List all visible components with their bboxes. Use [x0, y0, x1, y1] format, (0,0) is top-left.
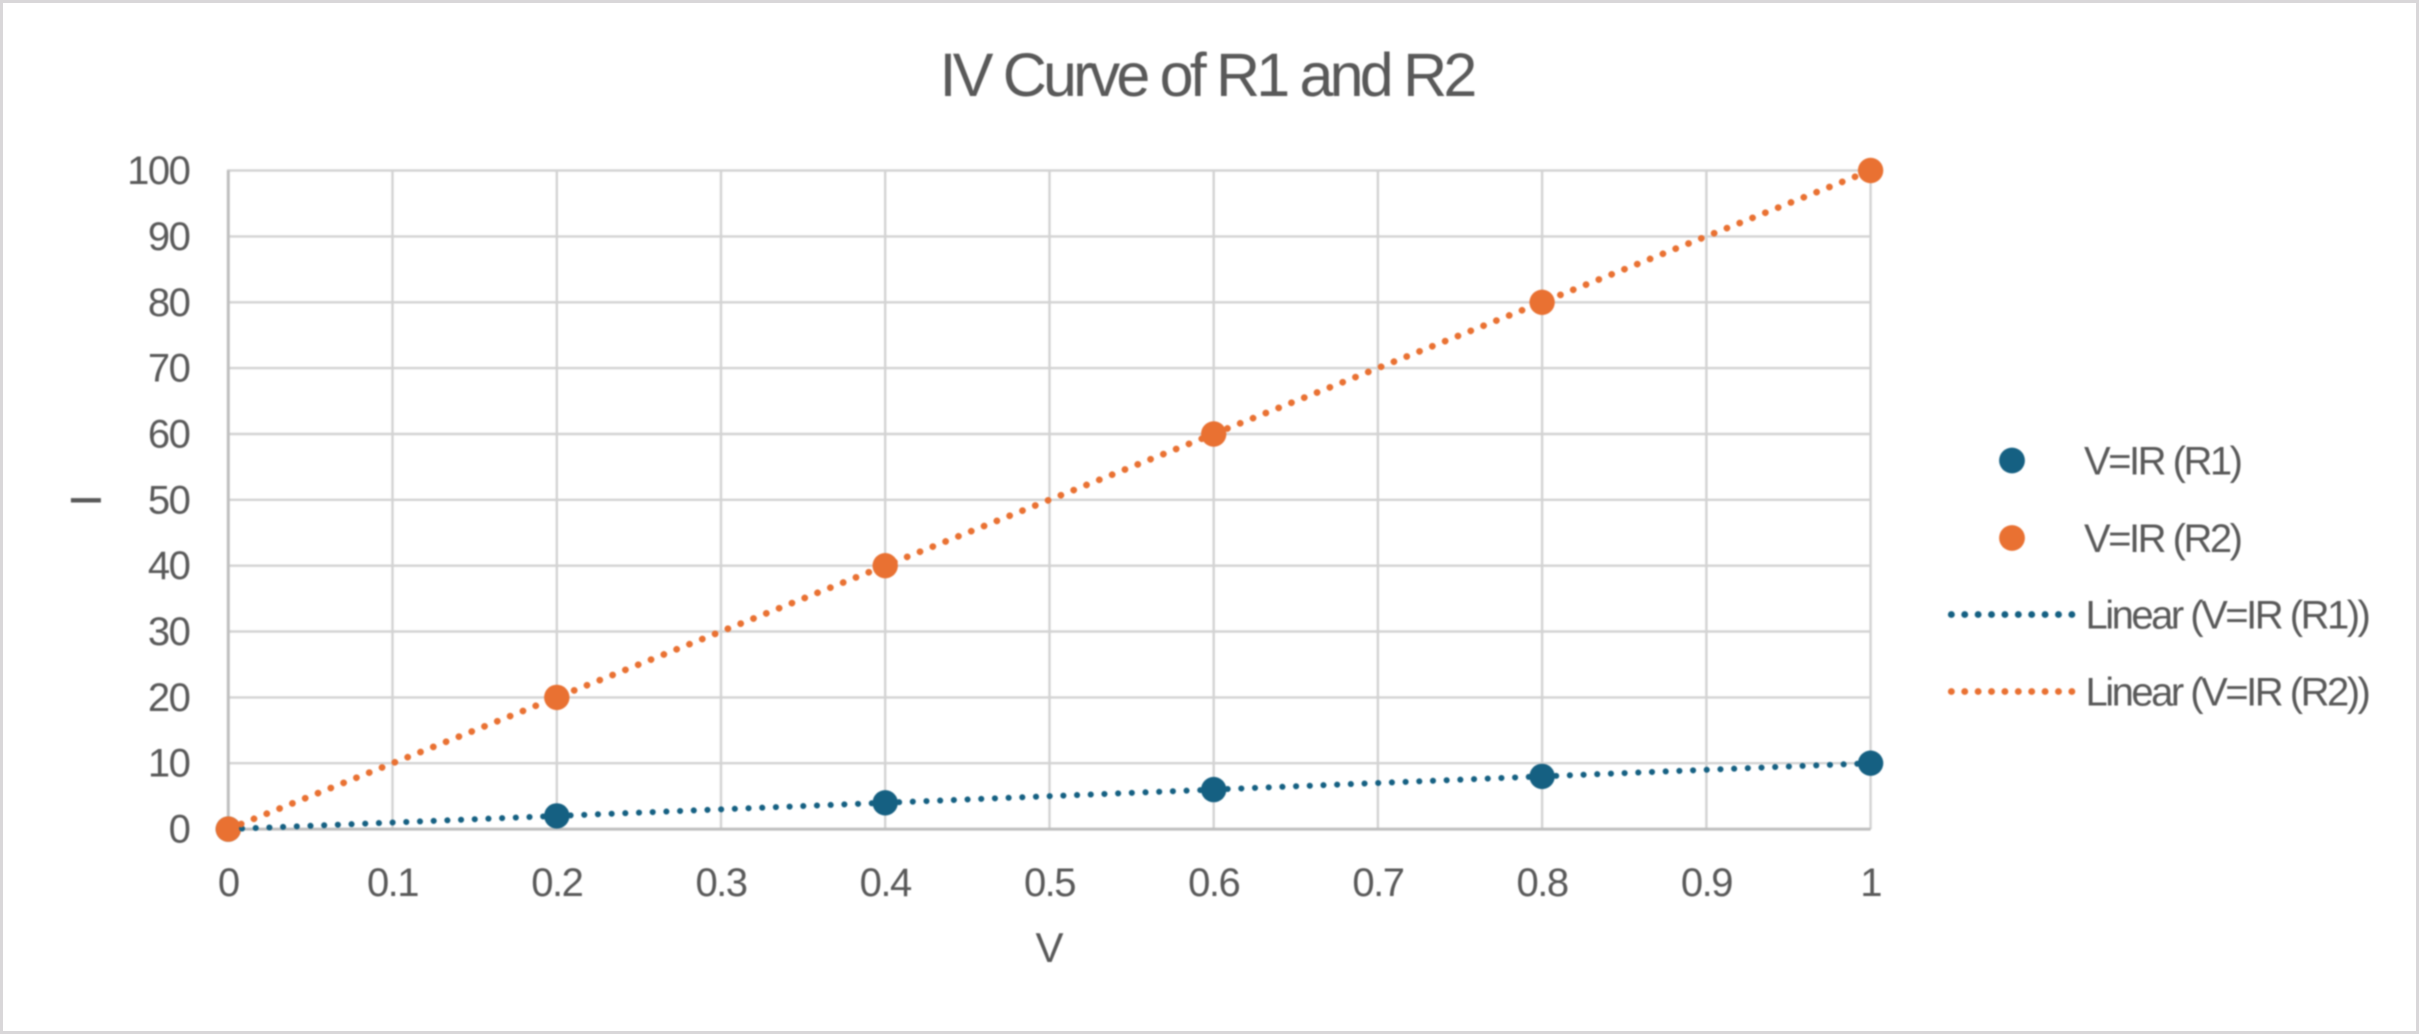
svg-text:10: 10 [147, 741, 189, 785]
svg-text:60: 60 [147, 412, 189, 456]
svg-text:0: 0 [168, 807, 189, 851]
svg-text:0.6: 0.6 [1188, 861, 1239, 905]
svg-text:70: 70 [147, 346, 189, 390]
svg-text:80: 80 [147, 280, 189, 324]
svg-text:Linear (V=IR (R1)): Linear (V=IR (R1)) [2085, 593, 2368, 637]
svg-text:0.9: 0.9 [1680, 861, 1731, 905]
svg-text:V: V [1035, 924, 1063, 971]
svg-text:0.3: 0.3 [695, 861, 746, 905]
svg-text:0: 0 [217, 861, 238, 905]
svg-text:1: 1 [1860, 861, 1881, 905]
svg-text:100: 100 [127, 149, 189, 193]
svg-text:0.2: 0.2 [531, 861, 582, 905]
svg-text:0.7: 0.7 [1352, 861, 1403, 905]
svg-text:Linear (V=IR (R2)): Linear (V=IR (R2)) [2085, 670, 2368, 714]
svg-text:0.1: 0.1 [366, 861, 417, 905]
svg-text:IV Curve of R1 and R2: IV Curve of R1 and R2 [939, 41, 1474, 109]
svg-text:90: 90 [147, 214, 189, 258]
svg-text:0.8: 0.8 [1516, 861, 1567, 905]
svg-text:0.5: 0.5 [1023, 861, 1074, 905]
svg-text:0.4: 0.4 [859, 861, 911, 905]
svg-text:20: 20 [147, 675, 189, 719]
svg-text:40: 40 [147, 544, 189, 588]
svg-text:V=IR (R2): V=IR (R2) [2084, 517, 2241, 561]
svg-text:V=IR (R1): V=IR (R1) [2084, 439, 2241, 483]
svg-text:50: 50 [147, 478, 189, 522]
svg-text:30: 30 [147, 610, 189, 654]
